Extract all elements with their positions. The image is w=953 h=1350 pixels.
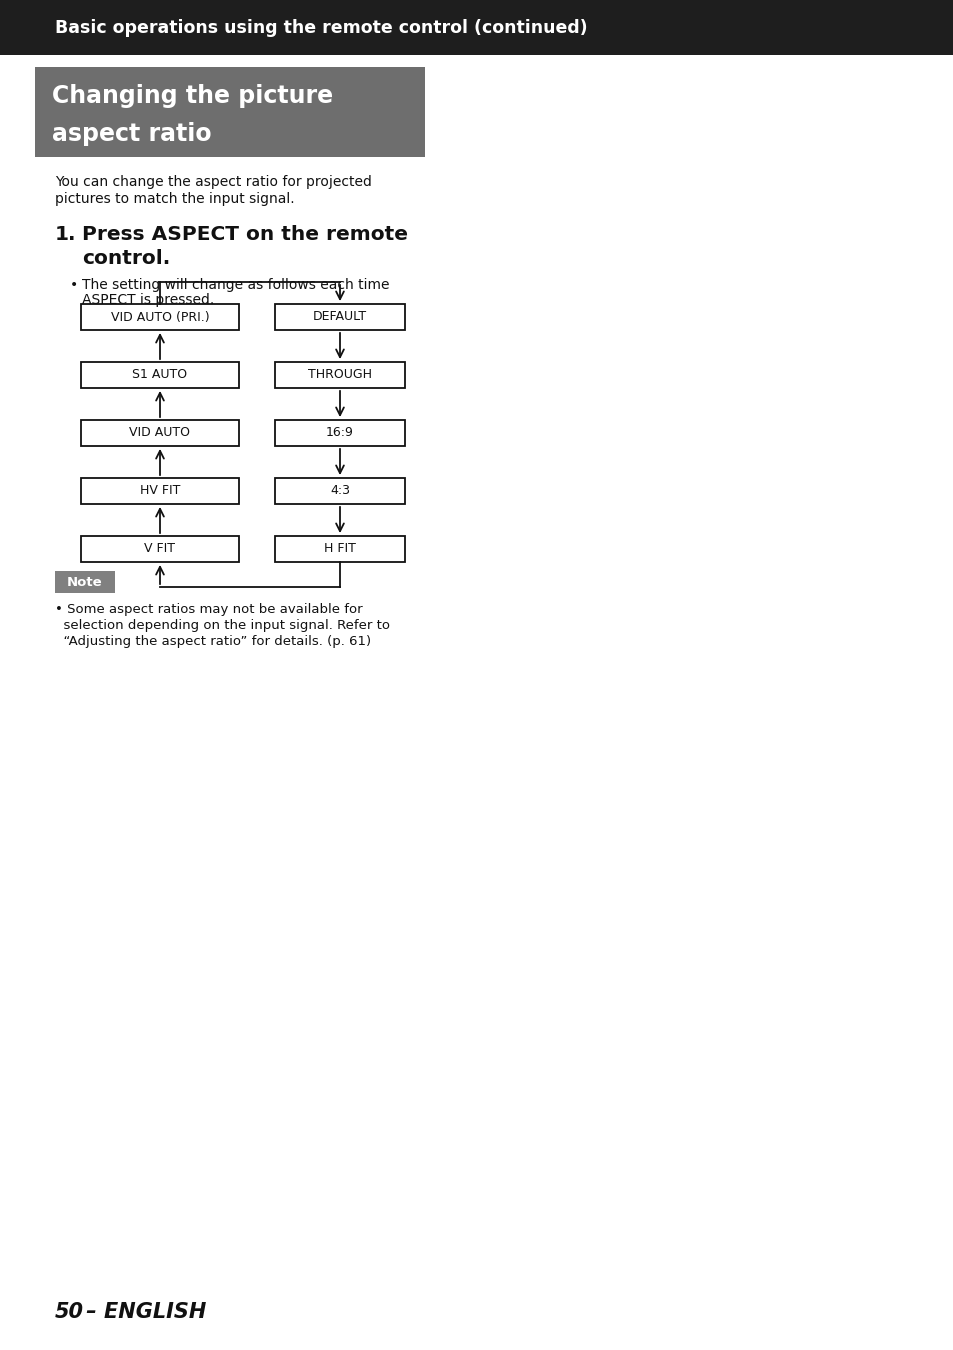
Bar bbox=[0, 0, 953, 55]
Bar bbox=[81, 304, 239, 329]
Text: control.: control. bbox=[82, 248, 170, 269]
Text: Note: Note bbox=[67, 575, 103, 589]
Text: •: • bbox=[70, 278, 78, 292]
Bar bbox=[274, 304, 405, 329]
Text: “Adjusting the aspect ratio” for details. (p. 61): “Adjusting the aspect ratio” for details… bbox=[55, 634, 371, 648]
Text: ASPECT is pressed.: ASPECT is pressed. bbox=[82, 293, 214, 306]
Text: V FIT: V FIT bbox=[144, 543, 175, 555]
Text: VID AUTO: VID AUTO bbox=[130, 427, 191, 440]
Text: VID AUTO (PRI.): VID AUTO (PRI.) bbox=[111, 310, 209, 324]
Text: The setting will change as follows each time: The setting will change as follows each … bbox=[82, 278, 389, 292]
Text: DEFAULT: DEFAULT bbox=[313, 310, 367, 324]
Bar bbox=[81, 362, 239, 387]
Text: THROUGH: THROUGH bbox=[308, 369, 372, 382]
Text: Changing the picture: Changing the picture bbox=[52, 84, 333, 108]
Text: 50: 50 bbox=[55, 1301, 84, 1322]
Bar bbox=[274, 478, 405, 504]
Bar bbox=[274, 536, 405, 562]
Text: Press ASPECT on the remote: Press ASPECT on the remote bbox=[82, 225, 408, 244]
Text: S1 AUTO: S1 AUTO bbox=[132, 369, 188, 382]
Bar bbox=[81, 478, 239, 504]
Bar bbox=[274, 420, 405, 446]
Text: 16:9: 16:9 bbox=[326, 427, 354, 440]
Text: selection depending on the input signal. Refer to: selection depending on the input signal.… bbox=[55, 620, 390, 632]
Bar bbox=[55, 571, 115, 593]
Bar bbox=[274, 362, 405, 387]
Text: aspect ratio: aspect ratio bbox=[52, 122, 212, 146]
Text: – ENGLISH: – ENGLISH bbox=[79, 1301, 206, 1322]
Bar bbox=[35, 68, 424, 157]
Text: HV FIT: HV FIT bbox=[140, 485, 180, 498]
Bar bbox=[81, 536, 239, 562]
Bar bbox=[81, 420, 239, 446]
Text: 1.: 1. bbox=[55, 225, 76, 244]
Text: pictures to match the input signal.: pictures to match the input signal. bbox=[55, 192, 294, 207]
Text: • Some aspect ratios may not be available for: • Some aspect ratios may not be availabl… bbox=[55, 603, 362, 616]
Text: H FIT: H FIT bbox=[324, 543, 355, 555]
Text: Basic operations using the remote control (continued): Basic operations using the remote contro… bbox=[55, 19, 587, 36]
Text: You can change the aspect ratio for projected: You can change the aspect ratio for proj… bbox=[55, 176, 372, 189]
Text: 4:3: 4:3 bbox=[330, 485, 350, 498]
